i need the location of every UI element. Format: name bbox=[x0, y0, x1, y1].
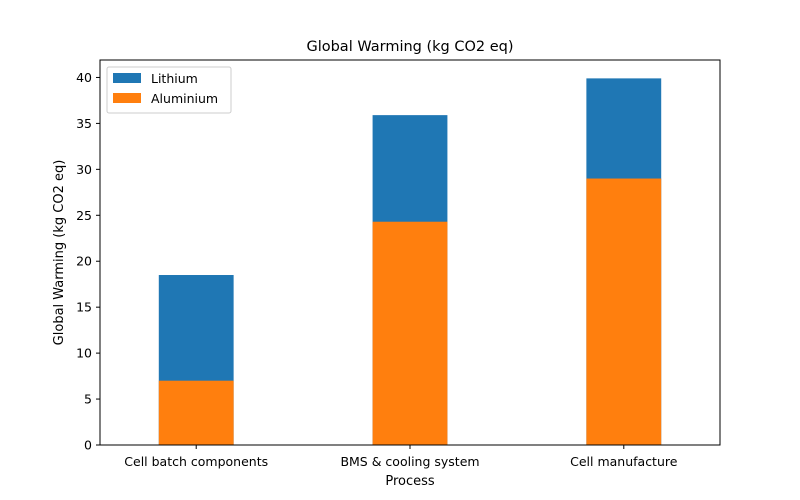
y-tick-label: 35 bbox=[76, 116, 92, 131]
y-tick-label: 10 bbox=[76, 346, 92, 361]
y-tick-label: 20 bbox=[76, 254, 92, 269]
y-axis: 0 5 10 15 20 25 30 35 40 bbox=[76, 70, 100, 453]
y-tick-label: 25 bbox=[76, 208, 92, 223]
x-axis: Cell batch components BMS & cooling syste… bbox=[124, 445, 678, 469]
bar-aluminium-0 bbox=[158, 380, 234, 445]
y-tick-label: 5 bbox=[84, 392, 92, 407]
bar-aluminium-1 bbox=[372, 221, 448, 445]
x-tick-label: BMS & cooling system bbox=[340, 454, 479, 469]
bars-layer bbox=[158, 78, 662, 446]
x-axis-label: Process bbox=[385, 474, 435, 489]
y-tick-label: 15 bbox=[76, 300, 92, 315]
legend-label-aluminium: Aluminium bbox=[151, 91, 218, 106]
y-axis-label: Global Warming (kg CO2 eq) bbox=[52, 160, 67, 346]
chart-title: Global Warming (kg CO2 eq) bbox=[306, 39, 513, 55]
legend-swatch-aluminium bbox=[113, 93, 141, 103]
legend-label-lithium: Lithium bbox=[151, 71, 198, 86]
y-tick-label: 40 bbox=[76, 70, 92, 85]
bar-aluminium-2 bbox=[586, 178, 662, 445]
x-tick-label: Cell batch components bbox=[124, 454, 268, 469]
y-tick-label: 0 bbox=[84, 438, 92, 453]
legend: Lithium Aluminium bbox=[106, 66, 232, 114]
y-tick-label: 30 bbox=[76, 162, 92, 177]
legend-swatch-lithium bbox=[113, 73, 141, 83]
x-tick-label: Cell manufacture bbox=[570, 454, 678, 469]
